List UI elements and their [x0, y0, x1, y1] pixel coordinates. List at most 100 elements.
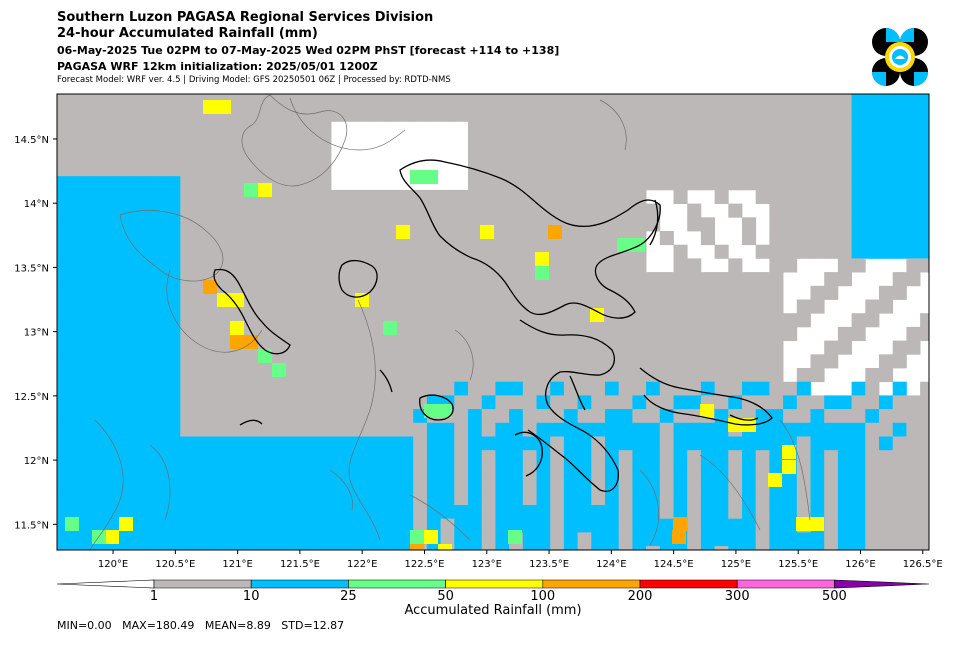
rainfall-cell — [522, 121, 537, 136]
rainfall-cell — [454, 409, 469, 424]
rainfall-cell — [207, 148, 222, 163]
rainfall-cell — [413, 450, 428, 465]
rainfall-cell — [152, 505, 167, 520]
rainfall-cell — [139, 217, 154, 232]
rainfall-cell — [152, 436, 167, 451]
rainfall-cell — [468, 326, 483, 341]
rainfall-cell — [125, 217, 140, 232]
rainfall-cell — [920, 148, 929, 163]
rainfall-cell — [468, 258, 483, 273]
rainfall-cell — [358, 532, 373, 547]
rainfall-cell — [755, 326, 770, 341]
rainfall-cell — [591, 203, 606, 218]
rainfall-cell — [851, 217, 866, 232]
rainfall-cell — [769, 231, 784, 246]
rainfall-cell — [166, 505, 181, 520]
rainfall-cell — [577, 546, 592, 550]
rainfall-cell — [139, 409, 154, 424]
rainfall-cell — [166, 491, 181, 506]
rainfall-cell — [372, 94, 387, 109]
rainfall-cell — [536, 491, 551, 506]
rainfall-cell — [289, 368, 304, 383]
rainfall-cell — [837, 450, 852, 465]
rainfall-cell — [837, 94, 852, 109]
rainfall-cell — [577, 409, 592, 424]
rainfall-cell — [276, 326, 291, 341]
rainfall-cell — [591, 189, 606, 204]
rainfall-cell — [98, 148, 113, 163]
rainfall-cell — [687, 395, 702, 410]
rainfall-cell — [618, 463, 633, 478]
rainfall-cell — [125, 463, 140, 478]
lon-tick-label: 120.5°E — [155, 559, 195, 570]
colorbar-level-label: 500 — [822, 589, 847, 604]
rainfall-cell — [536, 217, 551, 232]
rainfall-cell — [673, 436, 688, 451]
rainfall-cell — [728, 176, 743, 191]
rainfall-cell — [84, 409, 99, 424]
rainfall-cell — [659, 326, 674, 341]
rainfall-cell — [248, 272, 263, 287]
rainfall-cell — [207, 189, 222, 204]
rainfall-cell — [317, 258, 332, 273]
rainfall-cell — [57, 162, 72, 177]
rainfall-cell — [125, 135, 140, 150]
rainfall-cell — [646, 354, 661, 369]
rainfall-cell — [207, 244, 222, 259]
rainfall-cell — [57, 395, 72, 410]
rainfall-cell — [152, 285, 167, 300]
rainfall-cell — [728, 299, 743, 314]
rainfall-cell — [591, 176, 606, 191]
rainfall-cell — [509, 477, 524, 492]
rainfall-cell — [468, 546, 483, 550]
rainfall-cell — [426, 203, 441, 218]
rainfall-cell — [70, 313, 85, 328]
rainfall-cell — [591, 285, 606, 300]
rainfall-cell — [563, 436, 578, 451]
rainfall-cell — [522, 463, 537, 478]
rainfall-cell — [207, 436, 222, 451]
rainfall-cell — [166, 381, 181, 396]
rainfall-cell — [221, 436, 236, 451]
rainfall-cell — [632, 272, 647, 287]
rainfall-cell — [769, 121, 784, 136]
rainfall-cell — [454, 505, 469, 520]
rainfall-cell — [235, 463, 250, 478]
rainfall-cell — [57, 285, 72, 300]
rainfall-cell — [687, 107, 702, 122]
rainfall-cell — [481, 135, 496, 150]
rainfall-cell — [906, 258, 921, 273]
rainfall-cell — [783, 148, 798, 163]
rainfall-cell — [317, 94, 332, 109]
rainfall-cell — [796, 148, 811, 163]
rainfall-cell — [262, 436, 277, 451]
rainfall-cell — [125, 368, 140, 383]
rainfall-cell — [687, 491, 702, 506]
rainfall-cell — [317, 203, 332, 218]
rainfall-cell — [550, 546, 565, 550]
rainfall-cell — [385, 94, 400, 109]
rainfall-cell — [248, 285, 263, 300]
rainfall-cell — [892, 546, 907, 550]
rainfall-cell — [70, 299, 85, 314]
rainfall-cell — [796, 450, 811, 465]
rainfall-cell — [194, 231, 209, 246]
rainfall-cell — [906, 135, 921, 150]
rainfall-cell — [906, 546, 921, 550]
rainfall-cell — [344, 272, 359, 287]
rainfall-cell — [700, 505, 715, 520]
rainfall-cell — [385, 285, 400, 300]
rainfall-cell — [139, 231, 154, 246]
rainfall-cell — [468, 436, 483, 451]
colorbar-level-label: 100 — [530, 589, 555, 604]
rainfall-cell — [646, 285, 661, 300]
rainfall-cell — [180, 244, 195, 259]
rainfall-cell — [385, 299, 400, 314]
rainfall-cell — [687, 532, 702, 547]
rainfall-cell — [139, 272, 154, 287]
rainfall-cell — [413, 313, 428, 328]
rainfall-cell — [920, 135, 929, 150]
rainfall-cell — [413, 272, 428, 287]
rainfall-cell — [454, 477, 469, 492]
rainfall-cell — [468, 518, 483, 533]
